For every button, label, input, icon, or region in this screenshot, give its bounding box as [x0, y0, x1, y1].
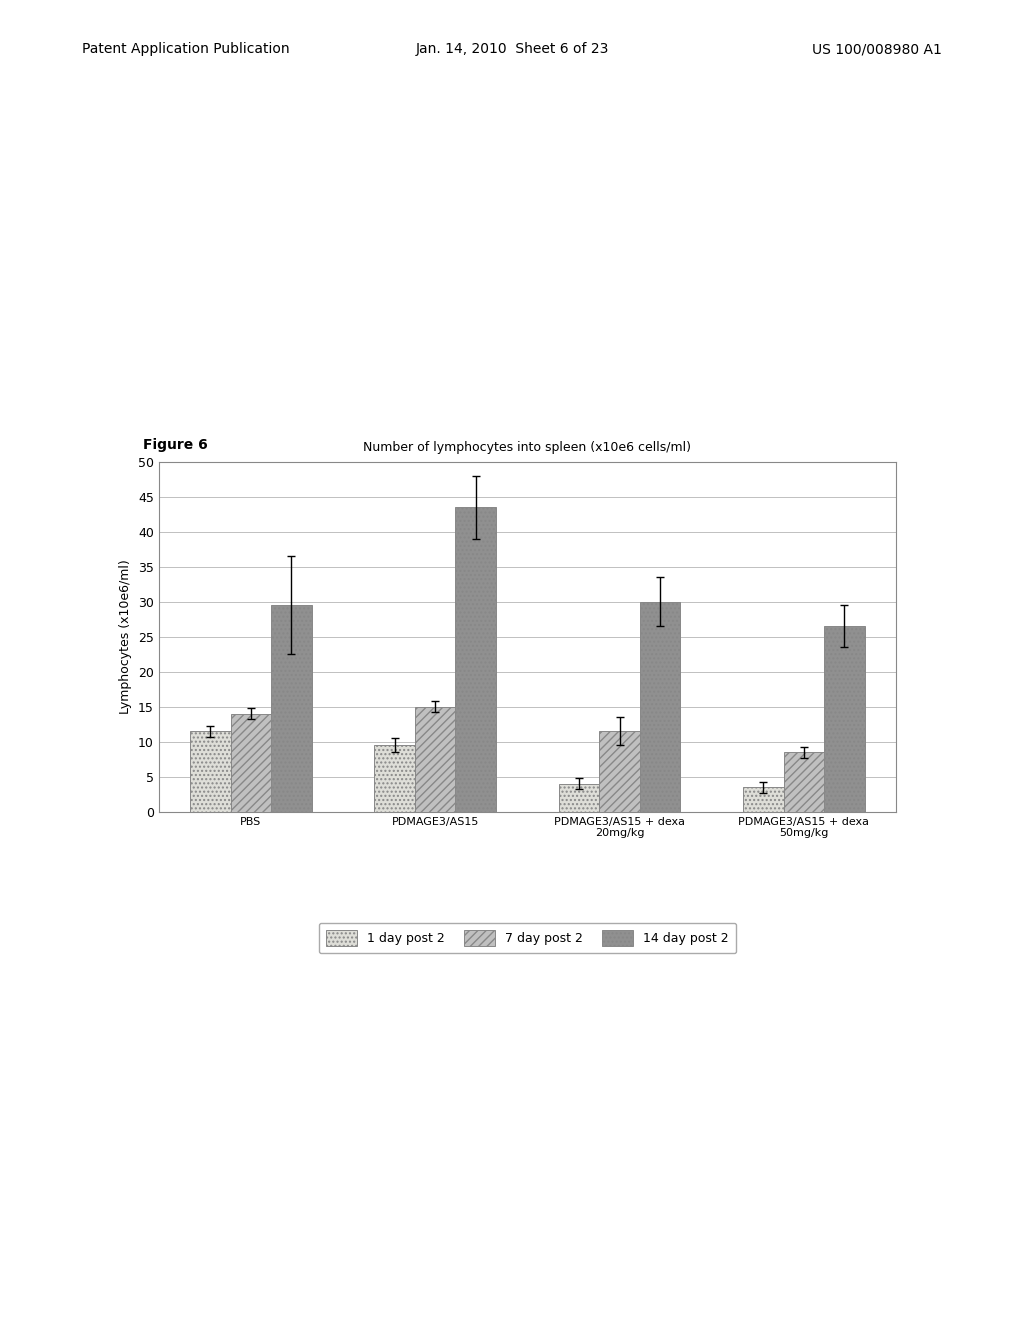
- Bar: [415, 708, 456, 812]
- Legend: 1 day post 2, 7 day post 2, 14 day post 2: 1 day post 2, 7 day post 2, 14 day post …: [318, 923, 736, 953]
- Bar: [375, 746, 415, 812]
- Bar: [559, 784, 599, 812]
- Title: Number of lymphocytes into spleen (x10e6 cells/ml): Number of lymphocytes into spleen (x10e6…: [364, 441, 691, 454]
- Bar: [783, 752, 824, 812]
- Text: Figure 6: Figure 6: [143, 438, 208, 453]
- Bar: [456, 507, 496, 812]
- Bar: [230, 714, 271, 812]
- Bar: [190, 731, 230, 812]
- Text: Patent Application Publication: Patent Application Publication: [82, 42, 290, 57]
- Bar: [824, 627, 864, 812]
- Text: Jan. 14, 2010  Sheet 6 of 23: Jan. 14, 2010 Sheet 6 of 23: [416, 42, 608, 57]
- Y-axis label: Lymphocytes (x10e6/ml): Lymphocytes (x10e6/ml): [120, 560, 132, 714]
- Bar: [271, 606, 311, 812]
- Bar: [743, 787, 783, 812]
- Bar: [640, 602, 680, 812]
- Text: US 100/008980 A1: US 100/008980 A1: [812, 42, 942, 57]
- Bar: [599, 731, 640, 812]
